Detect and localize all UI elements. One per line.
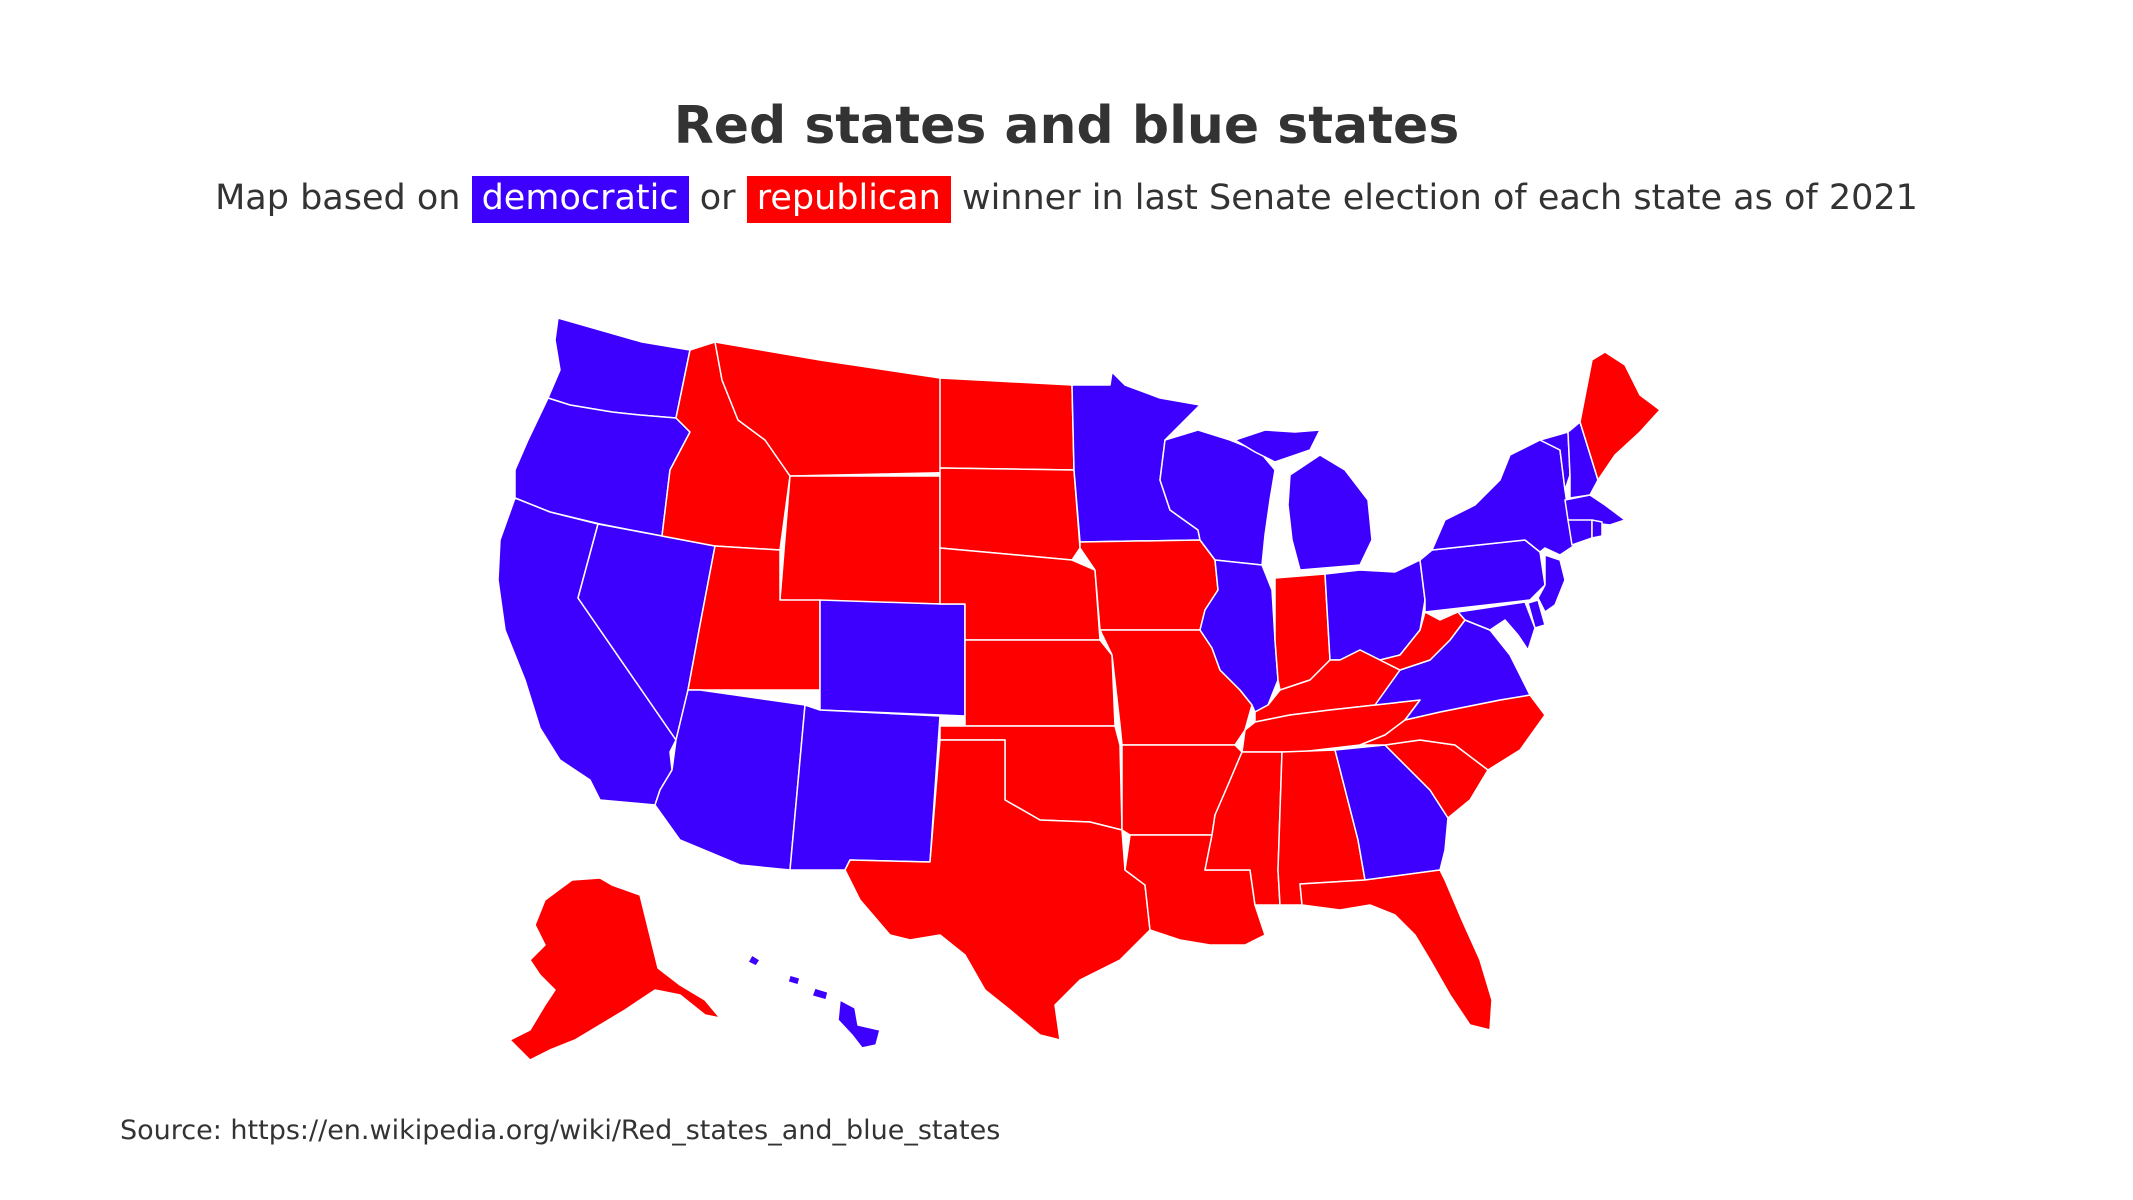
republican-legend-label: republican [746, 176, 951, 223]
source-note: Source: https://en.wikipedia.org/wiki/Re… [120, 1115, 1001, 1146]
state-florida[interactable] [1299, 869, 1493, 1031]
state-michigan[interactable] [1234, 429, 1373, 571]
page-title: Red states and blue states [673, 96, 1460, 156]
state-new-mexico[interactable] [789, 704, 941, 871]
state-vermont[interactable] [1539, 431, 1571, 491]
state-south-dakota[interactable] [939, 467, 1081, 561]
subtitle-after: winner in last Senate election of each s… [961, 178, 1918, 218]
state-washington[interactable] [547, 317, 691, 419]
state-kansas[interactable] [964, 639, 1116, 727]
state-arizona[interactable] [654, 689, 806, 871]
state-new-york[interactable] [1431, 439, 1576, 556]
subtitle-before: Map based on [215, 178, 461, 218]
state-mississippi[interactable] [1204, 751, 1283, 906]
subtitle-or: or [699, 178, 736, 218]
state-texas[interactable] [844, 739, 1151, 1041]
state-wyoming[interactable] [779, 475, 941, 605]
state-new-jersey[interactable] [1537, 554, 1566, 613]
state-colorado[interactable] [819, 599, 966, 717]
democratic-legend-label: democratic [471, 176, 689, 223]
state-maine[interactable] [1579, 351, 1661, 481]
state-delaware[interactable] [1527, 599, 1546, 629]
state-illinois[interactable] [1199, 559, 1279, 713]
state-north-dakota[interactable] [939, 377, 1075, 471]
state-pennsylvania[interactable] [1419, 539, 1546, 613]
state-rhode-island[interactable] [1591, 519, 1603, 539]
state-maryland[interactable] [1457, 601, 1536, 651]
state-alaska[interactable] [509, 877, 721, 1061]
state-iowa[interactable] [1079, 539, 1219, 631]
state-connecticut[interactable] [1567, 519, 1593, 546]
state-wisconsin[interactable] [1159, 429, 1276, 566]
subtitle: Map based on democratic or republican wi… [0, 176, 2133, 223]
state-hawaii[interactable] [747, 954, 881, 1049]
